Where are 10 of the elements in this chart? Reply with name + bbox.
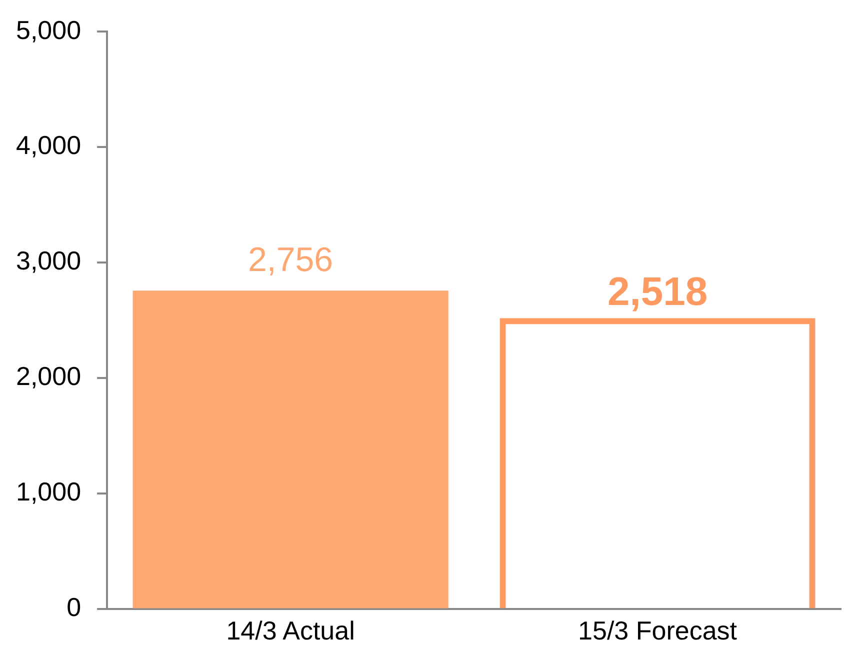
y-tick-label: 0 <box>66 592 82 622</box>
y-tick-label: 1,000 <box>16 476 82 507</box>
x-tick-label: 15/3 Forecast <box>578 616 738 646</box>
y-tick-label: 2,000 <box>16 361 82 392</box>
y-tick-label: 4,000 <box>16 130 82 160</box>
data-label: 2,756 <box>248 241 334 280</box>
y-tick-label: 5,000 <box>16 14 82 45</box>
y-tick-label: 3,000 <box>16 246 82 276</box>
data-label: 2,518 <box>607 270 708 314</box>
x-tick-label: 14/3 Actual <box>226 616 355 646</box>
